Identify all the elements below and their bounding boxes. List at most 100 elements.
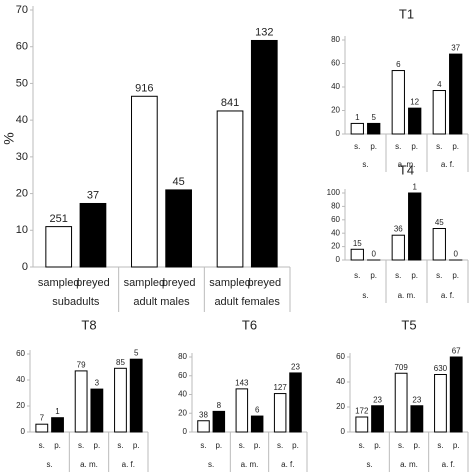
- y-tick-label: 70: [16, 4, 28, 16]
- y-tick-label: 60: [16, 349, 25, 358]
- count-label: 37: [451, 44, 460, 53]
- count-label: 6: [255, 406, 260, 415]
- count-label: 630: [434, 364, 448, 373]
- y-tick-label: 20: [336, 402, 345, 411]
- group-label: a. f.: [441, 291, 454, 300]
- group-label: a. m.: [80, 460, 98, 469]
- count-label: 45: [173, 176, 185, 188]
- bar: [449, 356, 463, 433]
- bar: [35, 423, 49, 433]
- count-label: 172: [355, 407, 369, 416]
- bar-label: p.: [133, 441, 140, 450]
- count-label: 23: [373, 395, 382, 404]
- y-tick-label: 0: [336, 129, 341, 138]
- bar-label: preyed: [162, 277, 196, 289]
- bar: [114, 367, 127, 433]
- y-tick-label: 60: [336, 352, 345, 361]
- bar: [235, 388, 249, 433]
- count-label: 79: [77, 360, 86, 369]
- count-label: 841: [221, 97, 239, 109]
- bar-label: sampled: [124, 277, 166, 289]
- bar-label: s.: [398, 441, 404, 450]
- bar-label: p.: [374, 441, 381, 450]
- y-tick-label: 20: [331, 242, 340, 251]
- bar: [367, 122, 381, 135]
- bar-label: s.: [117, 441, 123, 450]
- y-tick-label: 60: [16, 41, 28, 53]
- bar: [391, 234, 405, 261]
- count-label: 37: [87, 190, 99, 202]
- group-label: s.: [362, 160, 368, 169]
- bar-label: s.: [354, 271, 360, 280]
- count-label: 38: [199, 410, 208, 419]
- bar-label: s.: [436, 142, 442, 151]
- y-axis-label: %: [1, 132, 17, 144]
- bar-label: sampled: [209, 277, 251, 289]
- bar-label: s.: [78, 441, 84, 450]
- group-label: a. f.: [122, 460, 135, 469]
- bar-label: p.: [411, 142, 418, 151]
- count-label: 1: [412, 183, 417, 192]
- group-label: a. f.: [441, 160, 454, 169]
- bar-label: s.: [395, 271, 401, 280]
- group-label: adult females: [214, 296, 280, 308]
- y-tick-label: 0: [336, 255, 341, 264]
- y-tick-label: 0: [22, 261, 28, 273]
- y-tick-label: 0: [341, 427, 346, 436]
- bar: [371, 405, 384, 433]
- y-tick-label: 40: [331, 228, 340, 237]
- panel-title: T5: [401, 317, 416, 332]
- bar: [216, 110, 244, 268]
- y-tick-label: 0: [21, 427, 26, 436]
- bar: [51, 417, 64, 433]
- y-tick-label: 80: [331, 35, 340, 44]
- bar: [391, 70, 405, 135]
- bar-label: s.: [395, 142, 401, 151]
- bar-label: s.: [277, 441, 283, 450]
- group-label: s.: [47, 460, 53, 469]
- bar: [408, 192, 422, 261]
- bar-label: sampled: [38, 277, 80, 289]
- bar: [408, 107, 422, 135]
- count-label: 1: [55, 407, 60, 416]
- count-label: 3: [95, 379, 100, 388]
- bar-label: s.: [39, 441, 45, 450]
- group-label: a. f.: [281, 460, 294, 469]
- bar: [289, 372, 302, 433]
- count-label: 5: [371, 113, 376, 122]
- panel-title: T1: [399, 6, 414, 21]
- bar-label: s.: [354, 142, 360, 151]
- bar-label: p.: [411, 271, 418, 280]
- count-label: 85: [116, 358, 125, 367]
- group-label: s.: [367, 460, 373, 469]
- bar-label: p.: [414, 441, 421, 450]
- count-label: 127: [273, 383, 287, 392]
- count-label: 709: [394, 363, 408, 372]
- bar: [129, 358, 143, 433]
- panel-title: T8: [81, 317, 96, 332]
- count-label: 8: [217, 401, 222, 410]
- bar: [250, 39, 278, 268]
- bar-label: s.: [436, 271, 442, 280]
- count-label: 0: [371, 250, 376, 259]
- bar-label: p.: [254, 441, 261, 450]
- bar-label: p.: [292, 441, 299, 450]
- bar-label: s.: [437, 441, 443, 450]
- bar-label: s.: [359, 441, 365, 450]
- y-tick-label: 60: [331, 215, 340, 224]
- bar: [350, 248, 364, 261]
- bar-label: p.: [452, 142, 459, 151]
- bar-label: p.: [453, 441, 460, 450]
- count-label: 5: [134, 349, 139, 358]
- group-label: s.: [362, 291, 368, 300]
- group-label: adult males: [133, 296, 190, 308]
- y-tick-label: 40: [331, 82, 340, 91]
- bar: [355, 416, 369, 433]
- count-label: 6: [396, 60, 401, 69]
- group-label: a. f.: [442, 460, 455, 469]
- bar: [432, 228, 446, 261]
- count-label: 251: [50, 213, 68, 225]
- bar: [90, 388, 104, 433]
- bar: [197, 420, 210, 433]
- count-label: 12: [410, 98, 419, 107]
